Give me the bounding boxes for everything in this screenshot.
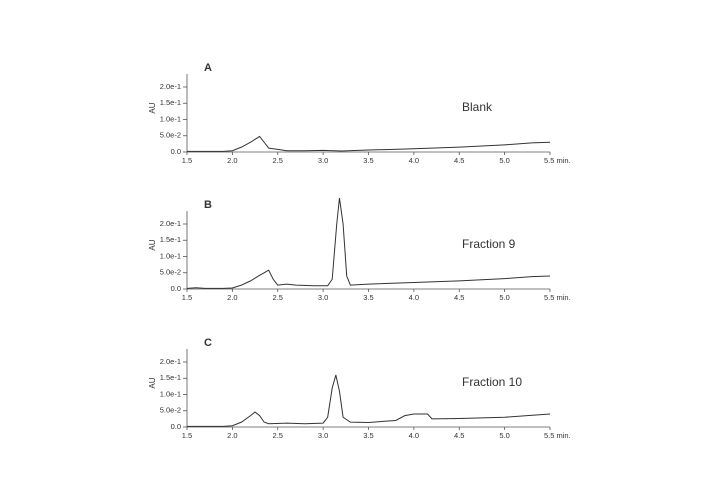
annotation: Fraction 9 <box>462 237 516 251</box>
chromatogram-line <box>187 135 551 152</box>
x-tick-label: 5.5 min. <box>544 293 571 302</box>
y-tick-label: 5.0e-2 <box>160 406 181 415</box>
x-tick-label: 5.5 min. <box>544 431 571 440</box>
x-tick-label: 4.0 <box>409 293 419 302</box>
x-tick-label: 3.5 <box>363 156 373 165</box>
x-tick-label: 3.0 <box>318 293 328 302</box>
y-tick-label: 1.5e-1 <box>160 235 181 244</box>
x-tick-label: 3.0 <box>318 156 328 165</box>
y-tick-label: 1.0e-1 <box>160 389 181 398</box>
y-axis-label: AU <box>148 102 157 113</box>
y-tick-label: 5.0e-2 <box>160 268 181 277</box>
x-tick-label: 5.0 <box>499 293 509 302</box>
x-tick-label: 3.5 <box>363 431 373 440</box>
annotation: Fraction 10 <box>462 375 522 389</box>
x-tick-label: 5.5 min. <box>544 156 571 165</box>
x-tick-label: 1.5 <box>182 431 192 440</box>
x-tick-label: 5.0 <box>499 431 509 440</box>
chromatogram-line <box>186 197 551 289</box>
y-tick-label: 2.0e-1 <box>160 357 181 366</box>
y-tick-label: 0.0 <box>171 422 181 431</box>
x-tick-label: 2.5 <box>273 431 283 440</box>
panel-label: B <box>204 199 212 211</box>
y-tick-label: 1.5e-1 <box>160 373 181 382</box>
panel-label: C <box>204 337 212 349</box>
chromatogram-line <box>187 374 551 427</box>
x-tick-label: 4.0 <box>409 431 419 440</box>
x-tick-label: 5.0 <box>499 156 509 165</box>
y-tick-label: 0.0 <box>171 284 181 293</box>
x-tick-label: 4.5 <box>454 156 464 165</box>
x-tick-label: 2.5 <box>273 293 283 302</box>
x-tick-label: 2.0 <box>227 431 237 440</box>
y-tick-label: 1.5e-1 <box>160 98 181 107</box>
x-tick-label: 3.5 <box>363 293 373 302</box>
y-axis-label: AU <box>148 239 157 250</box>
annotation: Blank <box>462 100 493 114</box>
x-tick-label: 1.5 <box>182 156 192 165</box>
y-tick-label: 1.0e-1 <box>160 114 181 123</box>
y-tick-label: 0.0 <box>171 147 181 156</box>
x-tick-label: 1.5 <box>182 293 192 302</box>
x-tick-label: 2.0 <box>227 293 237 302</box>
y-tick-label: 2.0e-1 <box>160 82 181 91</box>
x-tick-label: 4.0 <box>409 156 419 165</box>
x-tick-label: 2.0 <box>227 156 237 165</box>
x-tick-label: 3.0 <box>318 431 328 440</box>
y-tick-label: 1.0e-1 <box>160 251 181 260</box>
x-tick-label: 2.5 <box>273 156 283 165</box>
y-axis-label: AU <box>148 377 157 388</box>
y-tick-label: 2.0e-1 <box>160 219 181 228</box>
panel-label: A <box>204 62 212 74</box>
y-tick-label: 5.0e-2 <box>160 131 181 140</box>
x-tick-label: 4.5 <box>454 293 464 302</box>
x-tick-label: 4.5 <box>454 431 464 440</box>
